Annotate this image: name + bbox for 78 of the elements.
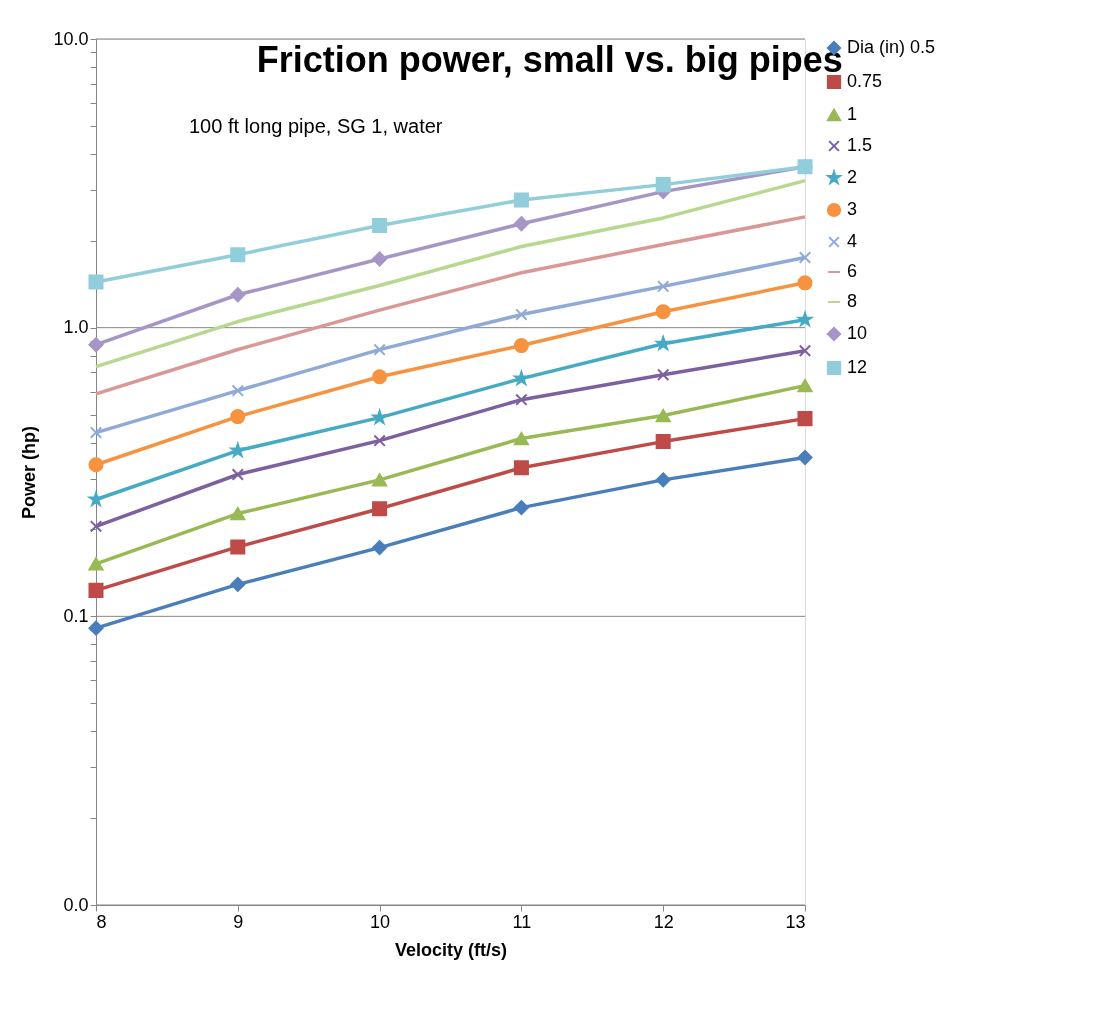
point — [373, 434, 386, 447]
point — [513, 338, 529, 354]
point — [88, 337, 104, 353]
point — [372, 410, 387, 424]
point — [655, 472, 671, 488]
x-tick-label: 13 — [785, 911, 806, 932]
y-axis-title: Power (hp) — [19, 426, 40, 519]
point — [797, 312, 813, 326]
point — [372, 251, 388, 267]
point — [514, 371, 529, 385]
point — [88, 274, 104, 290]
point — [798, 251, 812, 264]
point — [88, 620, 104, 636]
legend-label: Dia (in) 0.5 — [847, 37, 936, 57]
legend-label: 1.5 — [847, 135, 873, 155]
point — [513, 460, 529, 476]
point — [372, 540, 388, 556]
point — [372, 473, 388, 487]
point — [88, 582, 104, 598]
legend-label: 0.75 — [847, 71, 883, 91]
point — [230, 576, 246, 592]
line-series — [94, 215, 807, 396]
legend-label: 3 — [847, 199, 858, 219]
x-tick-label: 9 — [233, 911, 244, 932]
text: 100 ft long pipe, SG 1, water — [189, 115, 443, 137]
point — [656, 336, 671, 350]
point — [88, 557, 104, 571]
point — [228, 441, 245, 459]
point — [231, 468, 245, 481]
legend-label: 12 — [847, 357, 868, 377]
point — [515, 393, 528, 406]
point — [798, 344, 812, 357]
point — [513, 500, 529, 516]
line-series — [94, 178, 807, 369]
point — [655, 408, 671, 423]
y-tick-label: 0.0 — [63, 894, 89, 915]
point — [372, 369, 388, 385]
point — [513, 192, 529, 208]
legend-label: 2 — [847, 167, 858, 187]
point — [88, 457, 104, 473]
point — [656, 280, 670, 293]
point — [797, 275, 813, 291]
chart-title: Friction power, small vs. big pipes — [256, 39, 843, 80]
point — [515, 308, 528, 321]
point — [797, 411, 813, 427]
point — [656, 368, 670, 381]
y-tick-label: 0.1 — [63, 605, 89, 626]
x-tick-label: 11 — [512, 911, 532, 932]
point — [230, 247, 246, 263]
x-tick-label: 12 — [653, 911, 674, 932]
point — [513, 216, 529, 232]
point — [655, 304, 671, 320]
point — [797, 378, 813, 393]
point — [230, 409, 246, 425]
x-tick-label: 10 — [370, 911, 391, 932]
point — [89, 426, 103, 439]
legend-label: 4 — [847, 231, 858, 251]
point — [230, 506, 246, 521]
legend-label: 1 — [847, 104, 858, 124]
point — [230, 287, 246, 303]
legend-label: 6 — [847, 261, 858, 281]
x-axis-title: Velocity (ft/s) — [394, 939, 508, 960]
legend-label: 10 — [847, 323, 868, 343]
legend-label: 8 — [847, 291, 858, 311]
point — [88, 491, 104, 506]
y-tick-label: 1.0 — [63, 317, 89, 338]
point — [372, 501, 388, 517]
point — [655, 177, 671, 193]
point — [89, 520, 103, 533]
point — [797, 449, 813, 466]
x-tick-label: 8 — [96, 911, 107, 932]
point — [230, 539, 246, 555]
point — [513, 431, 529, 446]
point — [373, 343, 386, 356]
point — [655, 434, 671, 450]
y-tick-label: 10.0 — [53, 28, 89, 49]
point — [372, 217, 388, 233]
point — [231, 384, 245, 397]
